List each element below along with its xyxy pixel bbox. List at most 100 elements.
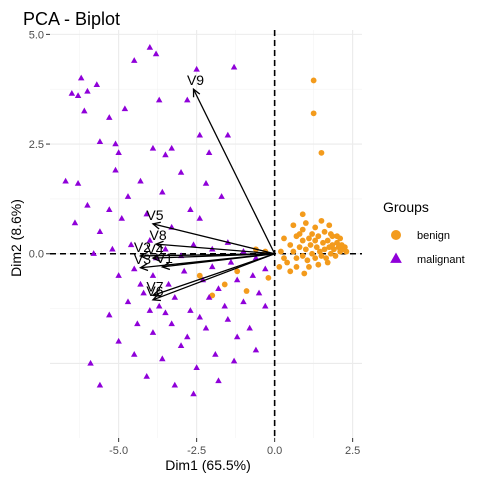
variable-label-v3: V3 xyxy=(134,251,151,267)
point-benign xyxy=(323,255,330,262)
point-malignant xyxy=(149,272,157,278)
point-malignant xyxy=(187,307,194,313)
point-malignant xyxy=(155,302,163,309)
point-malignant xyxy=(71,219,79,226)
variable-label-v5: V5 xyxy=(146,207,163,223)
point-malignant xyxy=(171,381,179,388)
point-malignant xyxy=(77,74,85,81)
point-malignant xyxy=(262,302,269,309)
variable-label-v4: V4 xyxy=(146,241,163,257)
point-benign xyxy=(312,255,319,262)
point-malignant xyxy=(240,298,247,305)
point-malignant xyxy=(131,265,138,272)
arrowhead-v7 xyxy=(151,289,161,298)
point-malignant xyxy=(227,258,235,265)
point-benign xyxy=(293,264,300,270)
point-benign xyxy=(312,224,319,231)
point-benign xyxy=(281,235,287,242)
point-benign xyxy=(221,281,228,288)
point-benign xyxy=(290,222,297,229)
point-benign xyxy=(318,149,325,156)
point-benign xyxy=(343,248,350,255)
point-malignant xyxy=(230,357,238,364)
point-benign xyxy=(296,231,303,237)
arrowhead-v9 xyxy=(192,87,201,98)
legend-title: Groups xyxy=(383,199,429,215)
x-axis-title: Dim1 (65.5%) xyxy=(165,457,251,473)
point-malignant xyxy=(149,144,157,151)
point-benign xyxy=(327,250,334,257)
point-malignant xyxy=(162,245,169,252)
arrow-v6 xyxy=(152,253,275,301)
point-benign xyxy=(296,244,303,251)
point-malignant xyxy=(106,114,113,120)
point-malignant xyxy=(209,263,216,270)
arrowhead-v4 xyxy=(151,253,161,262)
point-benign xyxy=(315,233,322,240)
point-malignant xyxy=(168,144,175,151)
point-malignant xyxy=(115,337,122,344)
point-malignant xyxy=(212,351,219,357)
point-benign xyxy=(321,228,328,235)
point-benign xyxy=(265,274,272,281)
point-benign xyxy=(306,235,312,242)
point-malignant xyxy=(252,346,260,353)
point-malignant xyxy=(221,302,228,309)
point-malignant xyxy=(184,333,191,340)
point-benign xyxy=(277,248,284,255)
point-benign xyxy=(299,237,306,244)
variable-label-v7: V7 xyxy=(146,278,163,294)
legend: Groups benign malignant xyxy=(383,199,465,266)
point-benign xyxy=(281,255,287,262)
point-benign xyxy=(309,231,315,237)
point-malignant xyxy=(205,149,213,155)
point-malignant xyxy=(159,188,166,195)
arrowhead-v2 xyxy=(138,251,149,260)
point-benign xyxy=(299,226,306,233)
point-malignant xyxy=(168,320,175,327)
point-malignant xyxy=(96,138,104,145)
point-malignant xyxy=(159,355,166,362)
legend-key-benign xyxy=(391,230,401,240)
legend-label-malignant: malignant xyxy=(417,254,465,266)
point-benign xyxy=(196,272,203,279)
point-malignant xyxy=(124,298,132,305)
point-malignant xyxy=(127,241,135,248)
variable-label-v8: V8 xyxy=(150,227,167,243)
point-malignant xyxy=(224,131,232,138)
point-benign xyxy=(309,250,315,257)
point-benign xyxy=(304,257,311,264)
point-benign xyxy=(310,110,317,117)
point-malignant xyxy=(187,206,194,213)
point-malignant xyxy=(255,289,263,296)
point-benign xyxy=(318,217,325,224)
legend-entries: benign malignant xyxy=(390,230,465,266)
point-malignant xyxy=(115,272,122,278)
chart-title: PCA - Biplot xyxy=(23,9,120,29)
point-benign xyxy=(307,242,314,248)
arrowhead-v8 xyxy=(154,240,164,249)
point-malignant xyxy=(131,57,138,63)
point-malignant xyxy=(224,315,232,322)
point-malignant xyxy=(165,280,172,287)
point-malignant xyxy=(202,324,210,331)
point-benign xyxy=(299,253,306,259)
point-malignant xyxy=(193,65,200,72)
point-malignant xyxy=(218,193,225,199)
point-benign xyxy=(290,248,297,255)
point-benign xyxy=(287,242,294,248)
arrow-v7 xyxy=(152,253,275,297)
y-axis-title: Dim2 (8.6%) xyxy=(8,199,24,277)
point-malignant xyxy=(190,390,197,397)
arrowhead-v6 xyxy=(151,293,161,302)
arrow-v8 xyxy=(156,243,275,255)
point-malignant xyxy=(146,307,154,313)
point-malignant xyxy=(84,87,91,94)
point-benign xyxy=(341,244,348,251)
point-malignant xyxy=(249,272,257,278)
point-benign xyxy=(310,77,317,84)
point-malignant xyxy=(81,107,88,114)
point-benign xyxy=(321,246,328,253)
point-malignant xyxy=(180,267,188,274)
point-malignant xyxy=(146,43,154,50)
